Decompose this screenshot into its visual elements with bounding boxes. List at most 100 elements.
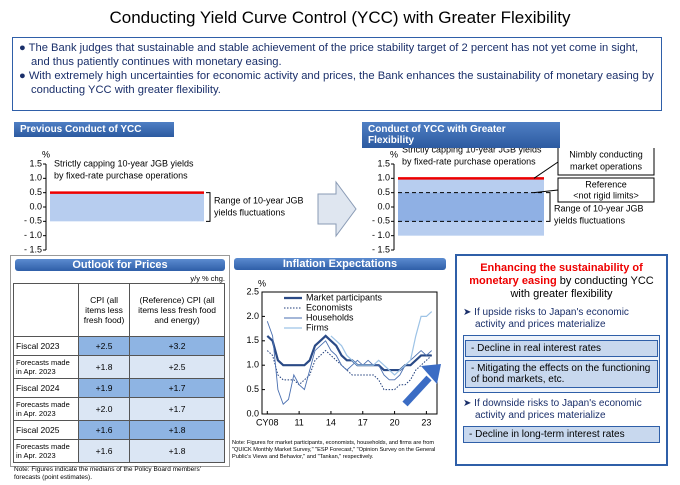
item: - Mitigating the effects on the function… [465, 360, 658, 388]
ycc-chart: %1.5 1.0 0.5 0.0 - 0.5 - 1.0 - 1.5 Strictly cap… [24, 149, 304, 254]
cell: +1.6 [77, 439, 131, 463]
box-title: Enhancing the sustainability of monetary… [463, 262, 660, 301]
unit: y/y % chg. [190, 274, 225, 283]
arrow-shape [317, 180, 357, 238]
y-tick-label: 0.0 [246, 408, 259, 418]
note: Note: Figures for market participants, e… [232, 440, 436, 460]
row: Fiscal 2023 +2.5 +3.2 [13, 336, 225, 356]
row: Forecasts made in Apr. 2023 +2.0 +1.7 [13, 397, 225, 421]
item: - Decline in real interest rates [465, 340, 658, 357]
x-tick-label: 17 [358, 417, 368, 427]
col-head: CPI (all items less fresh food) [77, 283, 131, 337]
y-tick-label: 1.0 [246, 360, 259, 370]
y-tick-label: 2.5 [246, 286, 259, 296]
range-label: Range of 10-year JGB [554, 203, 644, 213]
cell: +1.9 [77, 378, 131, 398]
range-label: yields fluctuations [214, 207, 286, 217]
y-tick-label: 0.0 [377, 201, 390, 211]
cap-label: Strictly capping 10-year JGB yields [54, 158, 194, 168]
cell: Fiscal 2025 [13, 420, 79, 440]
range-label: Range of 10-year JGB [214, 195, 304, 205]
risk-text: If downside risks to Japan's economic ac… [474, 398, 642, 421]
y-tick-label: 1.5 [29, 158, 42, 168]
cell: +1.7 [129, 397, 225, 421]
heading: Outlook for Prices [15, 259, 225, 271]
inflation-panel: Inflation Expectations [232, 255, 448, 465]
x-tick-label: CY08 [256, 417, 279, 427]
enhancing-box: Enhancing the sustainability of monetary… [455, 254, 668, 466]
y-tick-label: 1.5 [246, 335, 259, 345]
bracket [546, 192, 551, 222]
series-line [266, 349, 433, 391]
unit: % [42, 149, 50, 159]
row: Fiscal 2025 +1.6 +1.8 [13, 420, 225, 440]
cell: +2.0 [77, 397, 131, 421]
cell: +2.5 [129, 355, 225, 379]
connector [533, 189, 559, 194]
unit: % [258, 278, 266, 288]
trend-arrow [402, 375, 432, 407]
note: Note: Figures indicate the medians of th… [14, 466, 201, 481]
y-tick-label: 1.0 [29, 173, 42, 183]
x-tick-label: 20 [390, 417, 400, 427]
connector [533, 161, 559, 179]
col-head: (Reference) CPI (all items less fresh fo… [129, 283, 225, 337]
risk: ➤ If downside risks to Japan's economic … [463, 398, 642, 421]
cell: +2.5 [77, 336, 131, 356]
title-red: Enhancing the sustainability of monetary… [469, 262, 643, 287]
cell: Fiscal 2024 [13, 378, 79, 398]
heading: Previous Conduct of YCC [14, 122, 174, 137]
y-tick-label: - 1.5 [372, 244, 390, 254]
cap-label: Strictly capping 10-year JGB yields [402, 148, 542, 154]
row: Fiscal 2024 +1.9 +1.7 [13, 378, 225, 398]
x-tick-label: 14 [326, 417, 336, 427]
legend-label: Market participants [306, 292, 383, 302]
heading: Inflation Expectations [234, 258, 446, 270]
y-tick-label: 0.0 [29, 201, 42, 211]
cell: Forecasts made in Apr. 2023 [13, 439, 79, 463]
cell: Forecasts made in Apr. 2023 [13, 355, 79, 379]
band [50, 192, 204, 222]
legend-label: Households [306, 312, 354, 322]
legend-label: Firms [306, 322, 329, 332]
cell: +1.7 [129, 378, 225, 398]
risk: ➤ If upside risks to Japan's economic ac… [463, 307, 629, 330]
y-tick-label: 0.5 [29, 187, 42, 197]
y-tick-label: 1.5 [377, 158, 390, 168]
cell: +1.8 [129, 439, 225, 463]
line-chart: % 0.0 0.5 1.0 1.5 2.0 2.5 CY08 11 14 17 20 23 Market … [246, 278, 441, 427]
title: Conducting Yield Curve Control (YCC) wit… [109, 8, 571, 27]
cell: +3.2 [129, 336, 225, 356]
cell: +1.8 [129, 420, 225, 440]
nimble-label: market operations [570, 161, 643, 171]
nimble-label: Nimbly conducting [569, 149, 643, 159]
series-line [330, 311, 433, 376]
y-tick-label: 2.0 [246, 311, 259, 321]
y-tick-label: - 0.5 [24, 216, 42, 226]
ycc-chart: %1.5 1.0 0.5 0.0 - 0.5 - 1.0 - 1.5 Strictly cap… [372, 148, 655, 254]
y-tick-label: 0.5 [377, 187, 390, 197]
cell: +1.8 [77, 355, 131, 379]
corner [13, 283, 79, 337]
trend-arrowhead [421, 364, 441, 384]
x-tick-label: 23 [421, 417, 431, 427]
heading: Conduct of YCC with Greater Flexibility [362, 122, 560, 148]
items: - Decline in real interest rates - Mitig… [463, 335, 660, 393]
bracket [206, 192, 211, 222]
bullet-text: With extremely high uncertainties for ec… [28, 70, 654, 96]
nimble-box [557, 148, 655, 176]
x-tick-label: 11 [294, 417, 303, 427]
bullet: ● With extremely high uncertainties for … [19, 70, 654, 96]
cap-label: by fixed-rate purchase operations [54, 170, 188, 180]
plot-frame [261, 291, 438, 415]
arrow [317, 180, 357, 238]
range-label: yields fluctuations [554, 215, 626, 225]
y-tick-label: 1.0 [377, 173, 390, 183]
outlook-panel: Outlook for Prices y/y % chg. CPI (all i… [10, 255, 230, 481]
row: Forecasts made in Apr. 2023 +1.6 +1.8 [13, 439, 225, 463]
item: - Decline in long-term interest rates [463, 426, 660, 443]
title-rest: by conducting YCC with greater flexibili… [510, 275, 654, 300]
risk-text: If upside risks to Japan's economic acti… [474, 307, 629, 330]
y-tick-label: - 1.5 [24, 244, 42, 254]
